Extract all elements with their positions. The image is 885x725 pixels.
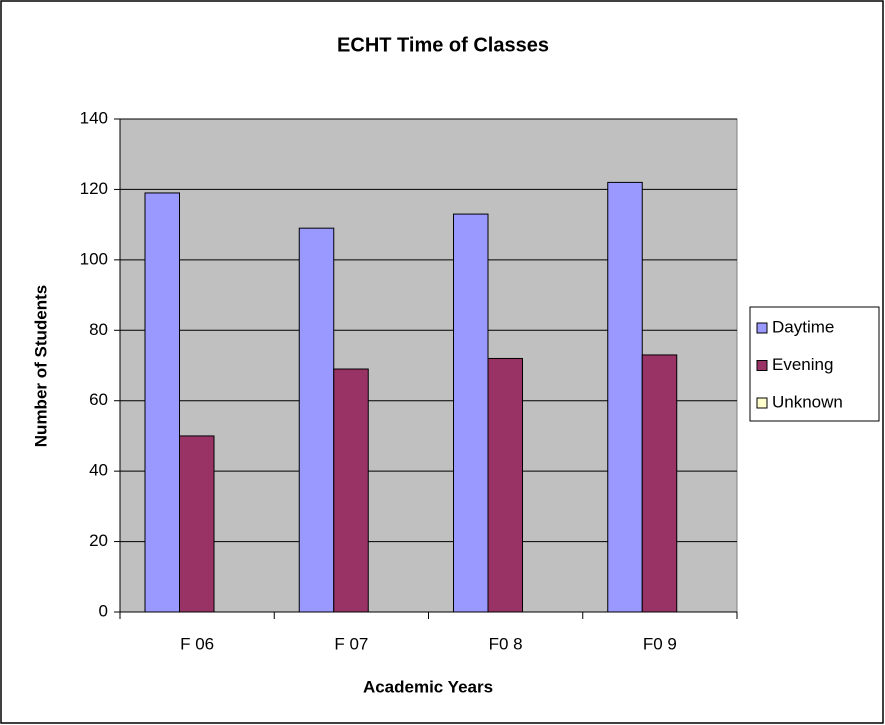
bar: [453, 213, 489, 613]
legend-swatch: [756, 322, 768, 334]
bar: [144, 192, 180, 613]
y-axis-label: Number of Students: [31, 285, 50, 447]
y-tick-label: 0: [99, 601, 108, 620]
y-tick-label: 120: [80, 179, 108, 198]
x-tick-label: F0 9: [643, 634, 677, 653]
bar: [487, 357, 523, 613]
legend-swatch: [756, 397, 768, 409]
chart-title: ECHT Time of Classes: [337, 34, 549, 56]
legend-label: Evening: [772, 355, 833, 374]
bar: [333, 368, 369, 613]
legend-label: Unknown: [772, 392, 843, 411]
legend-label: Daytime: [772, 317, 834, 336]
y-tick-label: 60: [89, 390, 108, 409]
bar: [607, 181, 643, 613]
y-tick-label: 140: [80, 108, 108, 127]
y-tick-label: 80: [89, 320, 108, 339]
legend-swatch: [756, 360, 768, 371]
bar: [179, 435, 215, 613]
y-tick-label: 100: [80, 249, 108, 268]
x-tick-label: F 06: [180, 634, 214, 653]
legend: [749, 306, 880, 422]
x-tick-label: F0 8: [489, 634, 523, 653]
y-tick-label: 40: [89, 461, 108, 480]
bar: [641, 354, 678, 613]
x-tick-label: F 07: [334, 634, 368, 653]
x-axis-label: Academic Years: [363, 677, 493, 696]
y-tick-label: 20: [89, 531, 108, 550]
bar: [298, 227, 335, 613]
